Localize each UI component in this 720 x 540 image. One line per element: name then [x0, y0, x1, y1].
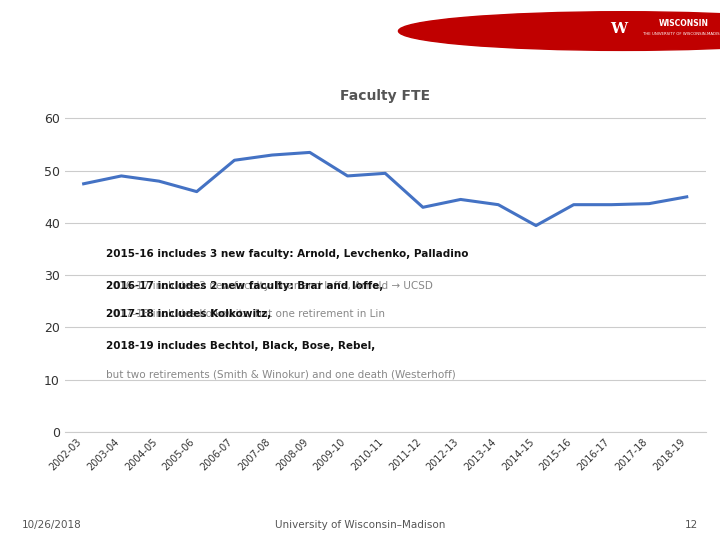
- Text: THE UNIVERSITY OF WISCONSIN-MADISON: THE UNIVERSITY OF WISCONSIN-MADISON: [643, 32, 720, 36]
- Text: but two retirements (Smith & Winokur) and one death (Westerhoff): but two retirements (Smith & Winokur) an…: [107, 369, 456, 380]
- Text: WISCONSIN: WISCONSIN: [659, 19, 709, 28]
- Text: University of Wisconsin–Madison: University of Wisconsin–Madison: [275, 520, 445, 530]
- Text: 2016-17 includes 2 new faculty: Brar and Ioffe, Arnold → UCSD: 2016-17 includes 2 new faculty: Brar and…: [107, 281, 433, 291]
- Text: 2018-19 includes Bechtol, Black, Bose, Rebel,: 2018-19 includes Bechtol, Black, Bose, R…: [107, 341, 376, 351]
- Circle shape: [398, 12, 720, 50]
- Text: 2017-18 includes Kolkowitz, but one retirement in Lin: 2017-18 includes Kolkowitz, but one reti…: [107, 309, 385, 320]
- Text: 2016-17 includes 2 new faculty: Brar and Ioffe,: 2016-17 includes 2 new faculty: Brar and…: [107, 281, 384, 291]
- Text: W: W: [611, 22, 628, 36]
- Text: 2015-16 includes 3 new faculty: Arnold, Levchenko, Palladino: 2015-16 includes 3 new faculty: Arnold, …: [107, 249, 469, 259]
- Text: 12: 12: [685, 520, 698, 530]
- Text: 2017-18 includes Kolkowitz,: 2017-18 includes Kolkowitz,: [107, 309, 271, 320]
- Text: 10/26/2018: 10/26/2018: [22, 520, 81, 530]
- Text: Size of Physics Faculty: Size of Physics Faculty: [132, 17, 487, 45]
- Title: Faculty FTE: Faculty FTE: [340, 89, 431, 103]
- Circle shape: [349, 8, 720, 55]
